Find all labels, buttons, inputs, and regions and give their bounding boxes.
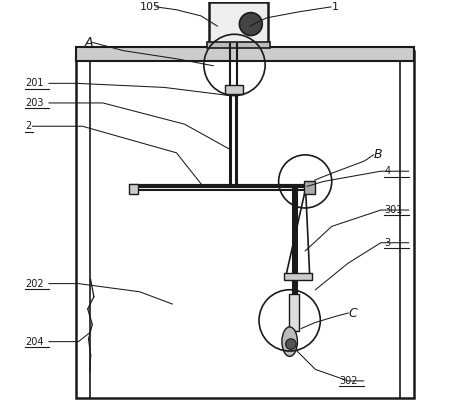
Ellipse shape <box>282 327 298 356</box>
Text: 302: 302 <box>339 376 358 386</box>
Bar <box>207 42 271 48</box>
Text: C: C <box>348 307 357 319</box>
Bar <box>289 294 299 330</box>
Bar <box>76 51 414 398</box>
Text: A: A <box>84 36 93 49</box>
Text: 202: 202 <box>25 279 44 289</box>
Text: 3: 3 <box>384 238 390 248</box>
Text: 204: 204 <box>25 337 44 346</box>
Text: 4: 4 <box>384 166 390 176</box>
Text: 1: 1 <box>332 2 339 12</box>
Bar <box>129 184 138 194</box>
Text: 2: 2 <box>25 121 32 131</box>
Text: 203: 203 <box>25 98 44 108</box>
Text: B: B <box>373 148 382 162</box>
Text: 201: 201 <box>25 79 44 88</box>
Text: 105: 105 <box>140 2 161 12</box>
Circle shape <box>285 339 296 349</box>
Bar <box>284 273 312 279</box>
Bar <box>225 85 243 94</box>
Bar <box>209 2 268 44</box>
Bar <box>76 46 414 61</box>
Bar <box>304 180 315 194</box>
Text: 301: 301 <box>384 205 402 215</box>
Circle shape <box>239 13 262 35</box>
